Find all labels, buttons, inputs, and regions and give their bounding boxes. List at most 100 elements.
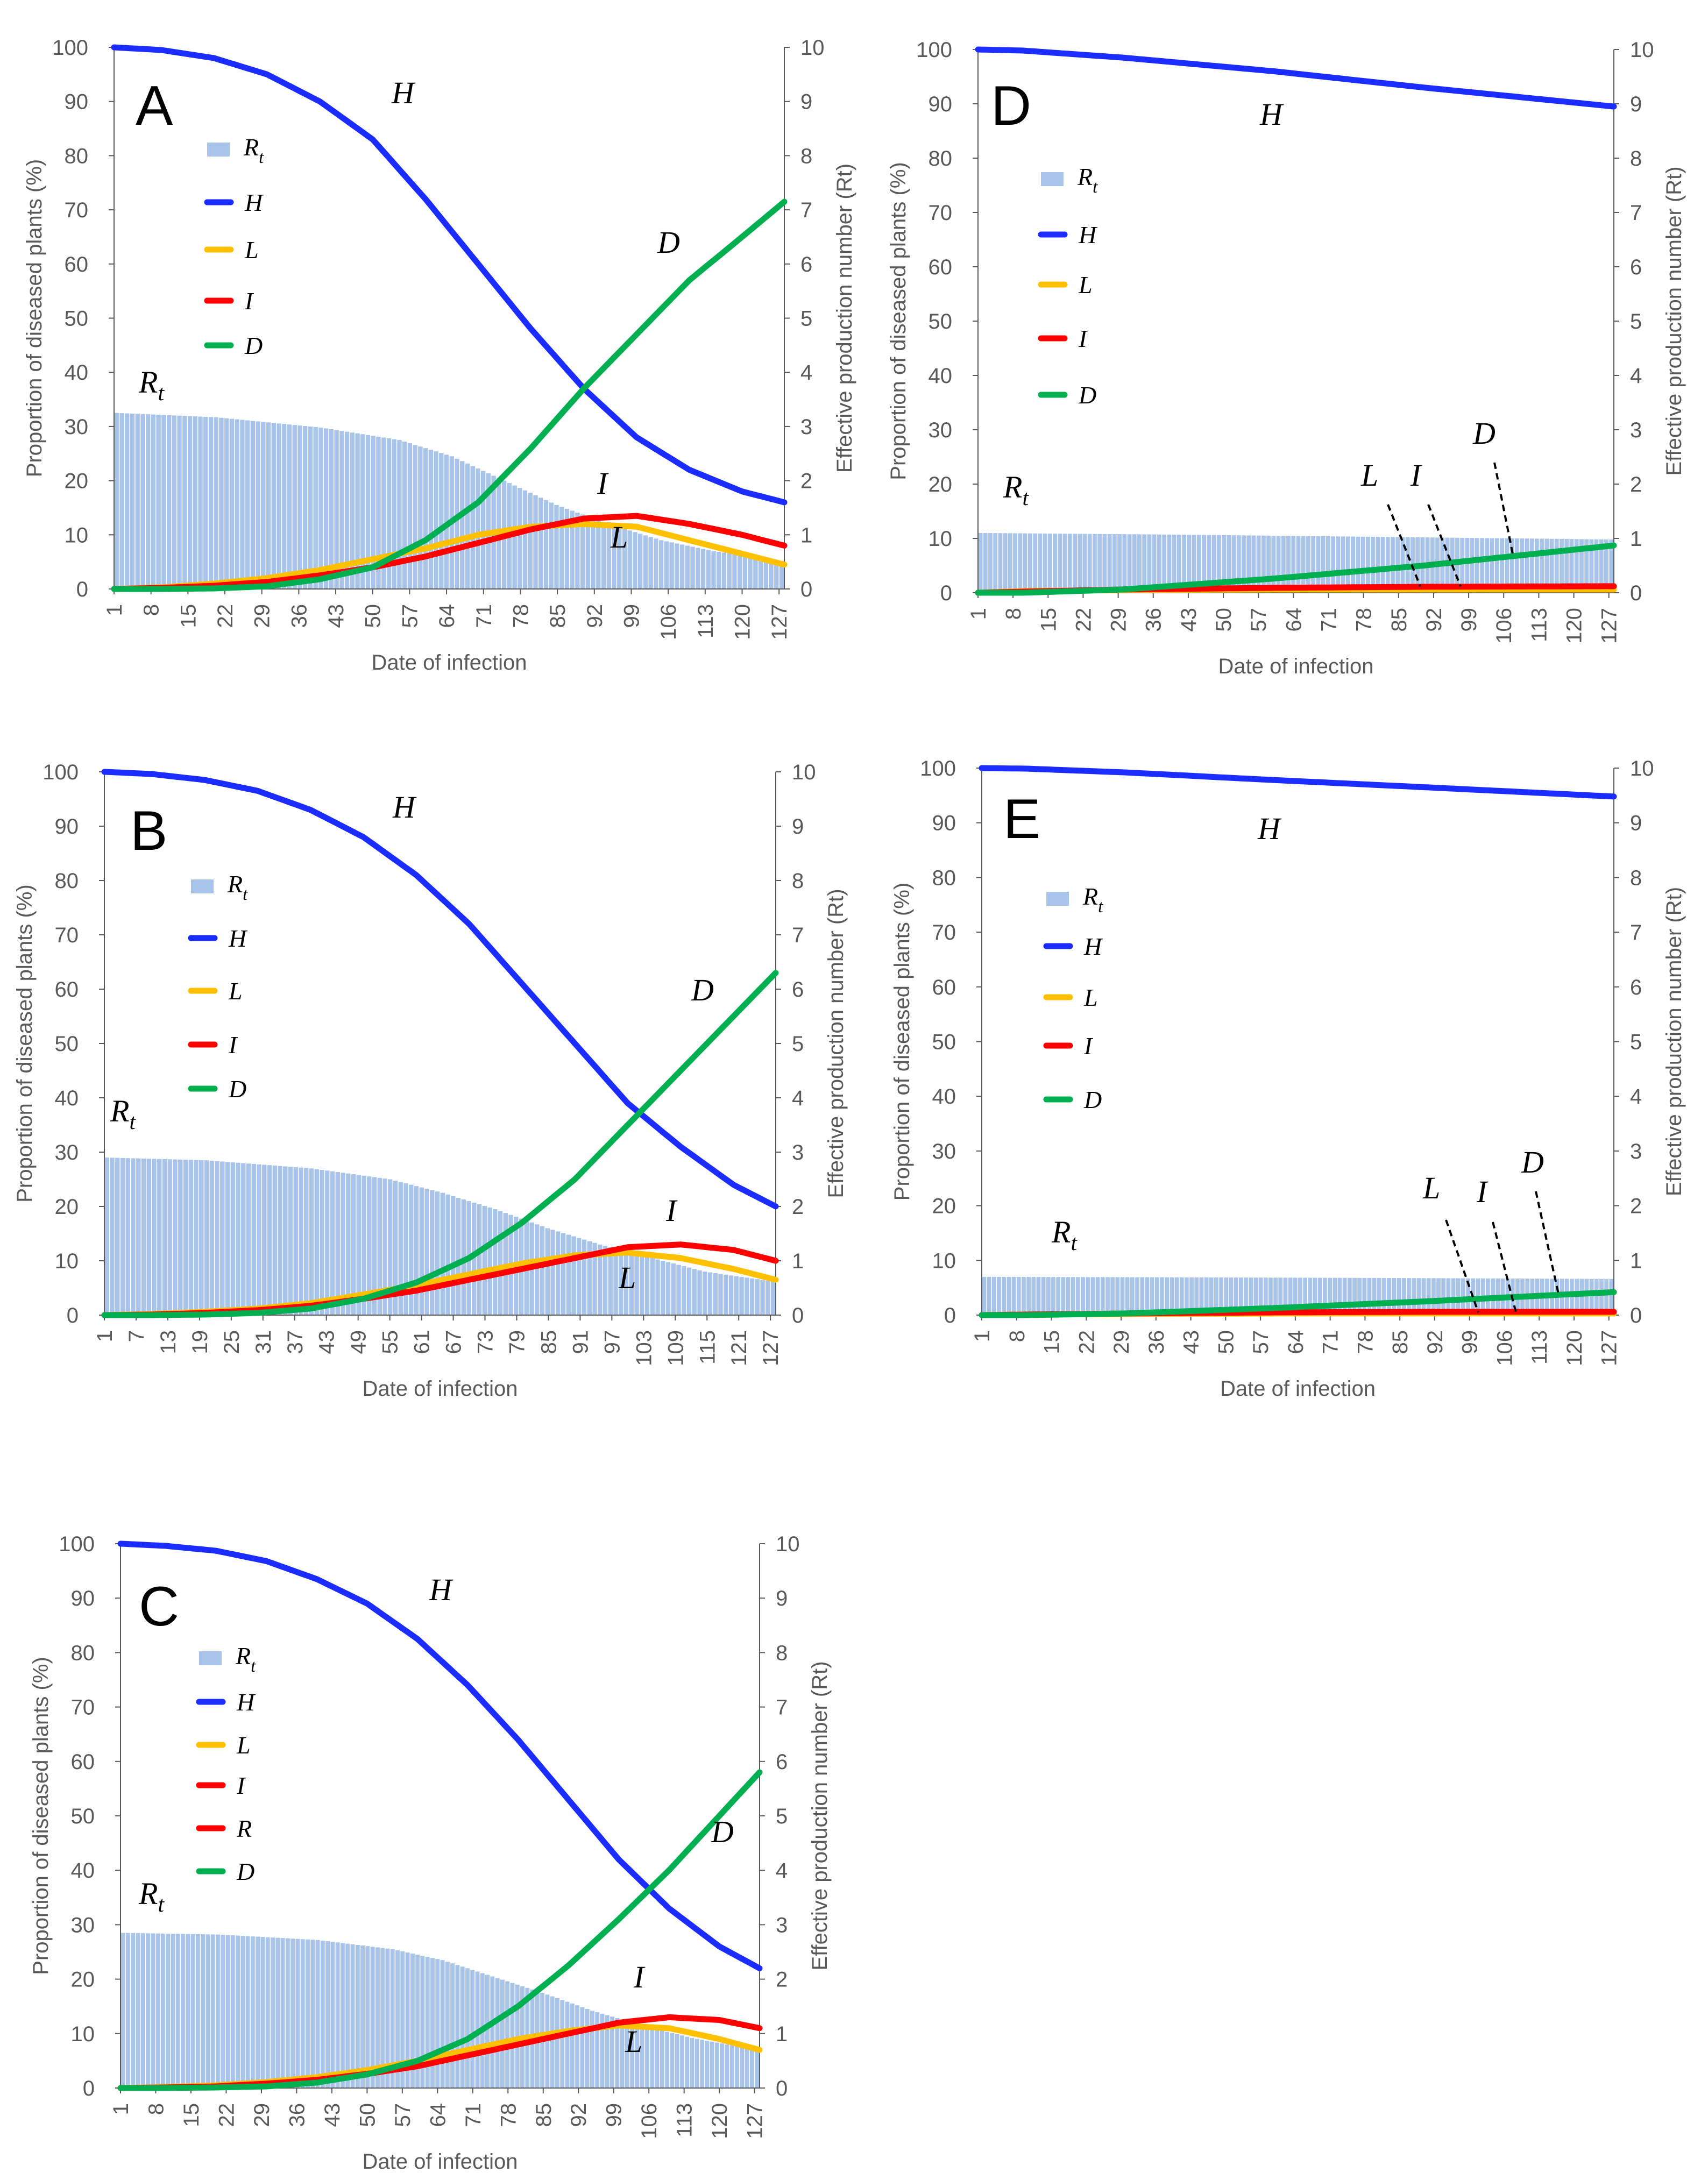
x-tick-label: 109 bbox=[664, 1330, 688, 1366]
x-tick-label: 113 bbox=[673, 2103, 697, 2138]
rt-bar bbox=[1095, 1277, 1100, 1315]
rt-bar bbox=[1331, 536, 1336, 593]
rt-bar bbox=[297, 425, 302, 589]
rt-bar bbox=[1177, 535, 1181, 593]
x-tick-label: 36 bbox=[1145, 1330, 1168, 1354]
rt-bar bbox=[556, 1231, 561, 1315]
rt-bar bbox=[705, 2041, 710, 2088]
y-tick-label: 40 bbox=[932, 1085, 956, 1109]
rt-bar bbox=[1401, 1278, 1406, 1315]
rt-bar bbox=[219, 417, 224, 589]
rt-bar bbox=[1293, 1277, 1298, 1315]
y2-tick-label: 4 bbox=[1630, 364, 1642, 388]
rt-bar bbox=[1308, 1277, 1313, 1315]
y-axis-title: Proportion of diseased plants (%) bbox=[13, 884, 37, 1202]
annotation-d: D bbox=[711, 1814, 734, 1849]
rt-bar bbox=[545, 1994, 550, 2088]
rt-bar bbox=[365, 1946, 370, 2088]
rt-bar bbox=[545, 1228, 550, 1315]
rt-bar bbox=[187, 416, 193, 589]
rt-bar bbox=[214, 417, 218, 589]
series-h-line bbox=[111, 44, 788, 506]
rt-bar bbox=[1192, 535, 1196, 593]
x-tick-label: 120 bbox=[708, 2103, 732, 2139]
rt-bar bbox=[1140, 1277, 1145, 1315]
y-tick-label: 70 bbox=[55, 924, 79, 947]
y2-tick-label: 9 bbox=[792, 815, 804, 839]
y2-tick-label: 7 bbox=[800, 198, 812, 222]
rt-bar bbox=[173, 1159, 178, 1315]
x-tick-label: 64 bbox=[1284, 1330, 1308, 1354]
rt-bar bbox=[661, 1261, 665, 1315]
rt-bar bbox=[993, 533, 998, 593]
rt-bar bbox=[1397, 1278, 1401, 1315]
y-tick-label: 10 bbox=[65, 523, 89, 547]
rt-bar bbox=[250, 421, 256, 589]
rt-bar bbox=[140, 414, 145, 589]
annotation-leader-line bbox=[1427, 504, 1462, 587]
y2-tick-label: 1 bbox=[792, 1249, 804, 1273]
y2-tick-label: 2 bbox=[1630, 1195, 1642, 1218]
x-tick-label: 13 bbox=[157, 1330, 180, 1354]
rt-bar bbox=[201, 1934, 205, 2088]
legend-rt-label-sub: t bbox=[243, 884, 248, 904]
panel-letter: D bbox=[991, 75, 1031, 137]
annotation-h: H bbox=[392, 790, 417, 825]
rt-bar bbox=[1392, 1278, 1397, 1315]
rt-bar bbox=[1016, 1276, 1021, 1315]
y-tick-label: 90 bbox=[929, 93, 953, 116]
rt-bar bbox=[265, 1937, 270, 2088]
y-tick-label: 100 bbox=[52, 36, 88, 60]
x-tick-label: 36 bbox=[287, 604, 311, 628]
rt-bar bbox=[323, 428, 329, 589]
rt-bar bbox=[402, 442, 407, 589]
y2-tick-label: 4 bbox=[800, 361, 812, 385]
y-tick-label: 50 bbox=[55, 1032, 79, 1056]
rt-bar bbox=[1599, 539, 1604, 593]
y-tick-label: 20 bbox=[71, 1968, 95, 1992]
rt-bar bbox=[1540, 538, 1544, 593]
legend-rt-label-sub: t bbox=[251, 1656, 256, 1676]
y2-tick-label: 6 bbox=[800, 253, 812, 276]
rt-bar bbox=[1589, 1279, 1594, 1315]
rt-bar bbox=[622, 529, 627, 589]
x-tick-label: 43 bbox=[324, 604, 348, 628]
rt-bar bbox=[472, 1202, 477, 1315]
rt-bar bbox=[1142, 534, 1147, 593]
rt-bar bbox=[355, 1944, 360, 2088]
rt-bar bbox=[543, 500, 549, 589]
x-tick-label: 43 bbox=[1177, 608, 1201, 632]
legend-rt-label: Rt bbox=[243, 133, 264, 167]
rt-bar bbox=[260, 1937, 265, 2088]
rt-bar bbox=[470, 466, 475, 589]
y-tick-label: 90 bbox=[932, 812, 956, 835]
x-tick-label: 99 bbox=[1457, 608, 1481, 632]
rt-bar bbox=[490, 1976, 495, 2088]
rt-bar bbox=[445, 1194, 450, 1315]
rt-bar bbox=[1100, 1277, 1105, 1315]
rt-bar bbox=[172, 415, 177, 589]
y-tick-label: 70 bbox=[65, 198, 89, 222]
rt-bar bbox=[1534, 538, 1539, 593]
x-tick-label: 78 bbox=[1352, 608, 1376, 632]
rt-bar bbox=[1058, 534, 1062, 593]
rt-bar bbox=[1371, 536, 1375, 593]
y2-tick-label: 7 bbox=[776, 1696, 788, 1720]
rt-bar bbox=[1078, 534, 1082, 593]
y-tick-label: 60 bbox=[929, 255, 953, 279]
rt-bar bbox=[1544, 538, 1549, 593]
rt-bar bbox=[718, 1274, 723, 1315]
rt-bar bbox=[344, 431, 350, 589]
rt-bar bbox=[1242, 535, 1246, 593]
series-d-line bbox=[111, 198, 788, 592]
rt-bar bbox=[1062, 534, 1067, 593]
rt-bar bbox=[476, 468, 480, 589]
y-tick-label: 20 bbox=[929, 473, 953, 496]
rt-bar bbox=[1520, 538, 1524, 593]
rt-bar bbox=[220, 1161, 225, 1315]
rt-bar bbox=[461, 1199, 466, 1315]
legend-rt-swatch bbox=[207, 143, 230, 157]
rt-bar bbox=[236, 1162, 240, 1315]
rt-bar bbox=[1594, 1279, 1599, 1315]
y2-tick-label: 8 bbox=[800, 144, 812, 168]
